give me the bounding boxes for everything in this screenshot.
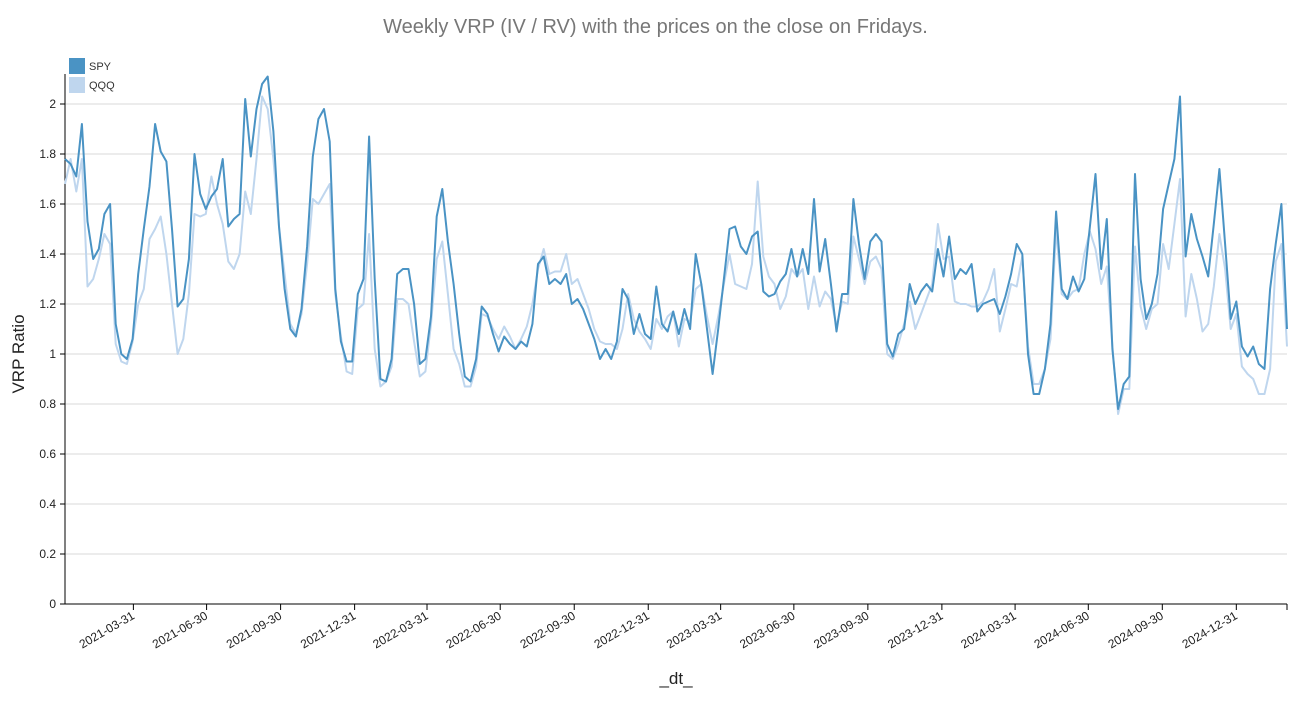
x-tick: 2024-06-30 (1032, 604, 1092, 651)
x-tick: 2021-03-31 (77, 604, 137, 651)
x-tick: 2023-06-30 (737, 604, 798, 651)
x-axis: 2021-03-31 2021-06-30 2021-09-30 2021-12-31… (65, 603, 1288, 651)
y-tick-label: 1.4 (39, 247, 56, 261)
y-tick: 0.2 (39, 547, 65, 561)
x-tick-label: 2021-12-31 (298, 608, 358, 651)
legend-item-qqq: QQQ (69, 77, 115, 93)
y-tick-label: 0.4 (39, 497, 56, 511)
y-tick-label: 1 (49, 347, 56, 361)
x-tick-label: 2023-06-30 (737, 608, 797, 651)
x-tick: 2021-09-30 (224, 604, 284, 651)
x-tick-label: 2024-09-30 (1106, 608, 1166, 651)
x-tick: 2023-03-31 (664, 604, 724, 651)
y-tick-label: 1.2 (39, 297, 56, 311)
y-tick: 1.2 (39, 297, 65, 311)
y-tick: 0 (49, 597, 65, 611)
x-tick-label: 2024-06-30 (1032, 608, 1092, 651)
x-tick: 2022-09-30 (518, 604, 578, 651)
x-tick: 2021-12-31 (298, 604, 358, 651)
y-tick-label: 1.8 (39, 147, 56, 161)
y-tick-label: 2 (49, 97, 56, 111)
x-tick-label: 2022-03-31 (370, 608, 430, 651)
y-tick: 1.6 (39, 197, 65, 211)
x-tick: 2022-12-31 (592, 604, 652, 651)
y-tick: 0.8 (39, 397, 65, 411)
x-tick: 2021-06-30 (150, 604, 210, 651)
y-axis-label: VRP Ratio (9, 314, 28, 393)
x-tick-label: 2021-03-31 (77, 608, 137, 651)
x-tick: 2024-09-30 (1106, 604, 1166, 651)
x-tick: 2024-03-31 (958, 604, 1019, 651)
series-line-qqq (64, 95, 1288, 415)
x-tick-label: 2021-06-30 (150, 608, 210, 651)
x-tick: 2023-09-30 (811, 604, 872, 651)
series-line-spy (64, 75, 1288, 410)
x-tick-label: 2024-12-31 (1180, 608, 1240, 651)
gridlines (65, 103, 1287, 605)
chart-title: Weekly VRP (IV / RV) with the prices on … (383, 16, 928, 38)
legend-label: SPY (89, 61, 112, 73)
y-tick-label: 1.6 (39, 197, 56, 211)
x-tick-label: 2022-12-31 (592, 608, 652, 651)
y-tick-label: 0.6 (39, 447, 56, 461)
x-tick: 2024-12-31 (1180, 604, 1240, 651)
x-tick-label: 2021-09-30 (224, 608, 284, 651)
legend: SPY QQQ (69, 58, 115, 93)
y-tick: 0.4 (39, 497, 65, 511)
y-tick: 1 (49, 347, 65, 361)
y-tick-label: 0 (49, 597, 56, 611)
x-tick-label: 2022-09-30 (518, 608, 578, 651)
legend-label: QQQ (89, 80, 115, 92)
legend-swatch (69, 58, 85, 74)
y-tick-label: 0.8 (39, 397, 56, 411)
y-tick-label: 0.2 (39, 547, 56, 561)
legend-swatch (69, 77, 85, 93)
x-tick-label: 2024-03-31 (958, 608, 1018, 651)
x-axis-label: _dt_ (658, 669, 693, 688)
y-tick: 1.4 (39, 247, 65, 261)
x-tick-label: 2023-03-31 (664, 608, 724, 651)
x-tick: 2022-03-31 (370, 604, 431, 651)
x-tick: 2023-12-31 (885, 604, 946, 651)
y-tick: 0.6 (39, 447, 65, 461)
x-tick: 2022-06-30 (444, 604, 504, 651)
x-tick-label: 2023-12-31 (885, 608, 945, 651)
x-tick-label: 2023-09-30 (811, 608, 871, 651)
y-tick: 1.8 (39, 147, 65, 161)
legend-item-spy: SPY (69, 58, 112, 74)
y-tick: 2 (49, 97, 65, 111)
series-lines (64, 75, 1288, 415)
x-tick-label: 2022-06-30 (444, 608, 504, 651)
y-axis: 0 0.2 0.4 0.6 0.8 1 1.2 1.4 1.6 1.8 2 (39, 74, 66, 611)
